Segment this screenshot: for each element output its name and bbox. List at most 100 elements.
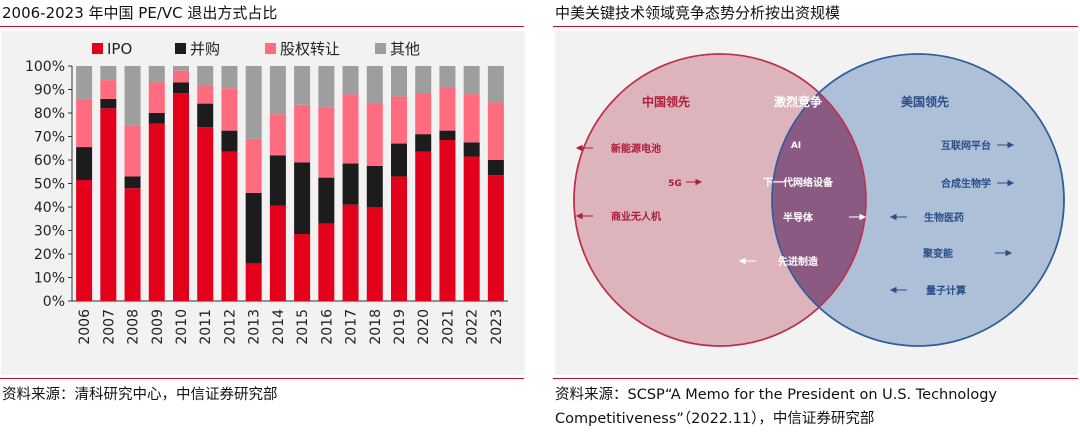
venn-source-line1: 资料来源：SCSP“A Memo for the President on U.… bbox=[555, 387, 997, 403]
bar-segment bbox=[100, 98, 117, 109]
venn-item: 互联网平台 bbox=[941, 139, 991, 152]
chart-title: 2006-2023 年中国 PE/VC 退出方式占比 bbox=[2, 4, 278, 22]
bar-segment bbox=[148, 66, 165, 83]
venn-item: 合成生物学 bbox=[940, 177, 991, 190]
venn-source-line2: Competitiveness”（2022.11），中信证券研究部 bbox=[555, 411, 875, 427]
us-lead-label: 美国领先 bbox=[901, 94, 949, 109]
bar-segment bbox=[269, 155, 286, 206]
bar-segment bbox=[221, 88, 238, 131]
bar-segment bbox=[124, 176, 141, 189]
y-tick-label: 70% bbox=[34, 130, 65, 146]
bar-segment bbox=[76, 66, 93, 99]
bar-segment bbox=[245, 263, 262, 301]
bar-segment bbox=[148, 82, 165, 113]
title-rule bbox=[0, 26, 524, 27]
bar-segment bbox=[221, 130, 238, 152]
venn-item: 5G bbox=[668, 179, 682, 189]
bar-segment bbox=[366, 66, 383, 104]
x-tick-label: 2017 bbox=[344, 309, 360, 345]
x-tick-label: 2012 bbox=[222, 309, 238, 345]
x-tick-label: 2023 bbox=[489, 309, 505, 345]
bar-segment bbox=[173, 70, 189, 83]
arrow-right-icon bbox=[997, 179, 1015, 187]
bar-segment bbox=[366, 165, 383, 207]
bar-segment bbox=[463, 66, 480, 95]
bar-segment bbox=[391, 176, 407, 301]
venn-item: 新能源电池 bbox=[611, 142, 661, 155]
bar-segment bbox=[245, 66, 262, 139]
bar-segment bbox=[76, 179, 93, 301]
bar-segment bbox=[415, 93, 432, 135]
bar-segment bbox=[245, 192, 262, 264]
bar-segment bbox=[391, 66, 407, 97]
bar-segment bbox=[487, 160, 504, 176]
bar-segment bbox=[173, 66, 189, 71]
x-tick-label: 2019 bbox=[392, 309, 408, 345]
x-tick-label: 2016 bbox=[319, 309, 335, 345]
arrow-left-icon bbox=[889, 286, 907, 294]
bar-segment bbox=[415, 66, 432, 94]
legend-label: 并购 bbox=[190, 40, 220, 58]
x-tick-label: 2007 bbox=[101, 309, 117, 345]
bar-segment bbox=[415, 134, 432, 152]
bar-segment bbox=[245, 138, 262, 193]
bar-segment bbox=[100, 108, 117, 301]
bar-segment bbox=[463, 156, 480, 301]
y-tick-label: 50% bbox=[34, 177, 65, 193]
bar-segment bbox=[391, 143, 407, 177]
bar-segment bbox=[318, 107, 335, 178]
bar-segment bbox=[173, 93, 189, 302]
venn-item: 量子计算 bbox=[926, 284, 966, 297]
bar-segment bbox=[415, 151, 432, 301]
arrow-left-icon bbox=[738, 257, 756, 265]
bar-segment bbox=[294, 234, 311, 301]
x-tick-label: 2022 bbox=[465, 309, 481, 345]
bar-segment bbox=[487, 102, 504, 160]
bar-segment bbox=[342, 163, 359, 205]
y-tick-label: 0% bbox=[43, 294, 65, 310]
bar-segment bbox=[269, 114, 286, 156]
venn-item: 聚变能 bbox=[922, 247, 953, 260]
y-tick-label: 40% bbox=[34, 200, 65, 216]
venn-title: 中美关键技术领域竞争态势分析按出资规模 bbox=[555, 4, 841, 22]
bar-segment bbox=[124, 188, 141, 301]
y-tick-label: 100% bbox=[25, 59, 65, 75]
bar-segment bbox=[197, 127, 214, 301]
bar-segment bbox=[76, 98, 93, 148]
legend-label: 股权转让 bbox=[280, 40, 340, 58]
venn-panel: 中美关键技术领域竞争态势分析按出资规模 中国领先 美国领先 激烈竞争 新能源电池… bbox=[553, 0, 1080, 436]
bar-segment bbox=[294, 66, 311, 105]
china-lead-label: 中国领先 bbox=[642, 94, 690, 109]
competition-label: 激烈竞争 bbox=[774, 94, 822, 109]
x-tick-label: 2020 bbox=[416, 309, 432, 345]
bar-segment bbox=[124, 125, 141, 177]
bar-segment bbox=[269, 205, 286, 301]
venn-item: 生物医药 bbox=[924, 211, 964, 224]
bar-segment bbox=[366, 103, 383, 166]
bar-segment bbox=[318, 177, 335, 224]
legend-swatch bbox=[375, 43, 386, 54]
bar-segment bbox=[439, 87, 456, 131]
x-tick-label: 2006 bbox=[77, 309, 93, 345]
bar-segment bbox=[342, 94, 359, 164]
bar-segment bbox=[366, 207, 383, 301]
venn-source-rule bbox=[553, 378, 1078, 379]
legend-label: IPO bbox=[107, 40, 132, 58]
bar-segment bbox=[100, 66, 117, 81]
bar-segment bbox=[439, 66, 456, 88]
bar-segment bbox=[318, 223, 335, 301]
x-tick-label: 2008 bbox=[126, 309, 142, 345]
legend-swatch bbox=[92, 43, 103, 54]
bar-segment bbox=[294, 162, 311, 235]
x-tick-label: 2015 bbox=[295, 309, 311, 345]
y-tick-label: 60% bbox=[34, 153, 65, 169]
venn-item: 下一代网络设备 bbox=[763, 176, 834, 189]
x-tick-label: 2014 bbox=[271, 309, 287, 345]
x-tick-label: 2013 bbox=[247, 309, 263, 345]
arrow-right-icon bbox=[997, 141, 1015, 149]
x-tick-label: 2009 bbox=[150, 309, 166, 345]
bar-segment bbox=[463, 142, 480, 157]
bar-segment bbox=[391, 96, 407, 144]
bar-segment bbox=[487, 66, 504, 103]
arrow-right-icon bbox=[995, 249, 1013, 257]
